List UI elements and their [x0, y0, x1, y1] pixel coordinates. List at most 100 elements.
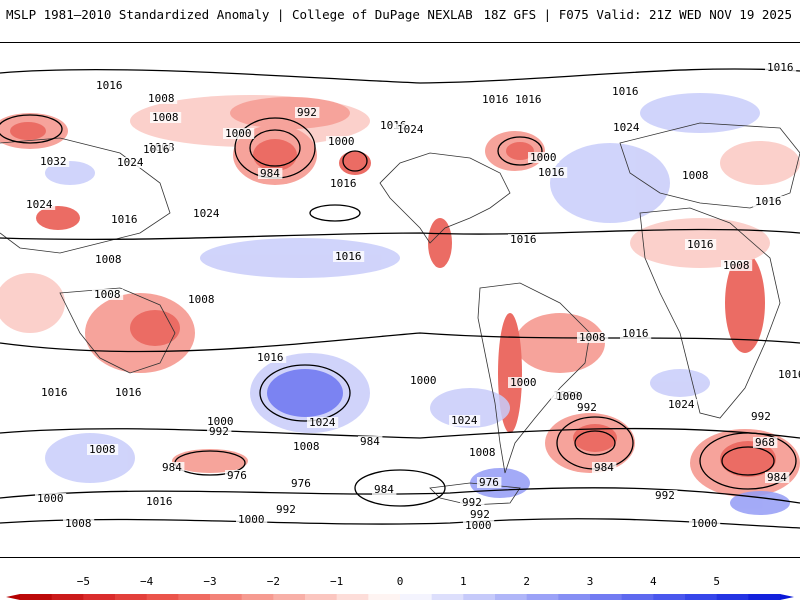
- isobar-label-bg: [307, 417, 339, 428]
- isobar-label: 1000: [238, 513, 265, 526]
- colorbar-tick-label: 1: [460, 575, 467, 588]
- anomaly-region: [573, 424, 617, 452]
- isobar-label-bg: [326, 136, 358, 147]
- isobar-label: 1024: [397, 123, 424, 136]
- isobar-label-bg: [577, 332, 609, 343]
- isobar-label-bg: [94, 80, 126, 91]
- isobar-label: 968: [755, 436, 775, 449]
- isobar-label-bg: [113, 387, 145, 398]
- isobar-label-bg: [146, 93, 178, 104]
- isobar-label: 1008: [152, 111, 179, 124]
- isobar-label-bg: [508, 234, 540, 245]
- isobar-label-bg: [39, 387, 71, 398]
- isobar: [0, 518, 800, 529]
- isobar-label-bg: [191, 208, 223, 219]
- isobar-label-bg: [255, 352, 287, 363]
- isobar-label-bg: [480, 94, 512, 105]
- isobar-label: 984: [360, 435, 380, 448]
- isobar: [0, 332, 800, 353]
- isobar-label-bg: [680, 170, 712, 181]
- isobar-label: 1000: [556, 390, 583, 403]
- anomaly-map: 1016100810089921000100098410081016103210…: [0, 61, 800, 532]
- isobar-label-bg: [395, 124, 427, 135]
- isobar: [0, 487, 800, 504]
- isobar-label: 1008: [723, 259, 750, 272]
- isobar-label-bg: [333, 251, 365, 262]
- isobar-label-bg: [620, 328, 652, 339]
- isobar: [342, 150, 368, 172]
- isobar-label: 1016: [115, 386, 142, 399]
- isobar-label-bg: [721, 260, 753, 271]
- isobar: [721, 446, 775, 476]
- isobar-label: 984: [260, 167, 280, 180]
- isobar-label: 992: [297, 106, 317, 119]
- colorbar-tick-label: 0: [396, 575, 404, 588]
- colorbar-cell: [178, 594, 211, 600]
- isobar-label-bg: [141, 144, 173, 155]
- isobar-label: 1008: [65, 517, 92, 530]
- colorbar-cell: [83, 594, 116, 600]
- isobar-label: 1016: [257, 351, 284, 364]
- isobar-label-bg: [223, 128, 255, 139]
- colorbar-scale: [6, 594, 794, 600]
- isobar-label-bg: [508, 377, 540, 388]
- isobar-label: 992: [276, 503, 296, 516]
- anomaly-region: [720, 141, 800, 185]
- isobar-label-bg: [611, 122, 643, 133]
- isobar-label: 1016: [515, 93, 542, 106]
- isobar-label: 1008: [89, 443, 116, 456]
- isobar-label: 1016: [111, 213, 138, 226]
- isobar-label: 1008: [94, 288, 121, 301]
- isobar-label-bg: [291, 441, 323, 452]
- isobar-label-bg: [749, 411, 774, 422]
- isobar-label: 1008: [682, 169, 709, 182]
- isobar-label-bg: [295, 107, 320, 118]
- isobar-label: 1024: [193, 207, 220, 220]
- isobar-label: 1016: [612, 85, 639, 98]
- isobar-label-bg: [328, 178, 360, 189]
- model-run-info: 18Z GFS | F075 Valid: 21Z WED NOV 19 202…: [483, 7, 792, 22]
- isobar-label-bg: [408, 375, 440, 386]
- antarctica-outline: [429, 482, 521, 506]
- isobar-label: 1000: [207, 415, 234, 428]
- anomaly-region: [253, 139, 297, 171]
- isobar-label: 1024: [26, 198, 53, 211]
- isobar-label-bg: [477, 477, 502, 488]
- africa-outline: [639, 207, 781, 419]
- colorbar-cell: [368, 594, 401, 600]
- isobar-label-bg: [63, 518, 95, 529]
- isobar-label-bg: [765, 472, 790, 483]
- negative-anomaly-areas: [0, 95, 800, 497]
- isobar-label-bg: [765, 62, 797, 73]
- anomaly-region: [267, 369, 343, 417]
- colorbar-cell: [305, 594, 338, 600]
- isobar-label-bg: [513, 94, 545, 105]
- colorbar-cell: [621, 594, 654, 600]
- isobar-label: 1016: [510, 233, 537, 246]
- isobar-label-bg: [449, 415, 481, 426]
- isobar-label-bg: [689, 518, 721, 529]
- isobar: [0, 427, 800, 439]
- isobar: [309, 204, 361, 222]
- asia-outline: [0, 137, 171, 254]
- isobar: [699, 432, 797, 490]
- isobar-label: 1024: [613, 121, 640, 134]
- isobar-label-bg: [372, 484, 397, 495]
- isobar-label-bg: [35, 493, 67, 504]
- isobar: [0, 68, 800, 84]
- isobar-label-bg: [592, 462, 617, 473]
- isobar-label-bg: [467, 447, 499, 458]
- colorbar-cell: [210, 594, 243, 600]
- colorbar-tick-label: −2: [266, 575, 280, 588]
- anomaly-region: [45, 433, 135, 483]
- isobar-label: 1016: [330, 177, 357, 190]
- isobar-label: 1000: [510, 376, 537, 389]
- colorbar-cell: [716, 594, 749, 600]
- anomaly-region: [506, 142, 534, 160]
- colorbar-cell: [685, 594, 718, 600]
- isobar-label-bg: [666, 399, 698, 410]
- anomaly-region: [172, 449, 248, 473]
- isobar-label: 976: [227, 469, 247, 482]
- colorbar-cell: [558, 594, 591, 600]
- anomaly-region: [720, 441, 776, 477]
